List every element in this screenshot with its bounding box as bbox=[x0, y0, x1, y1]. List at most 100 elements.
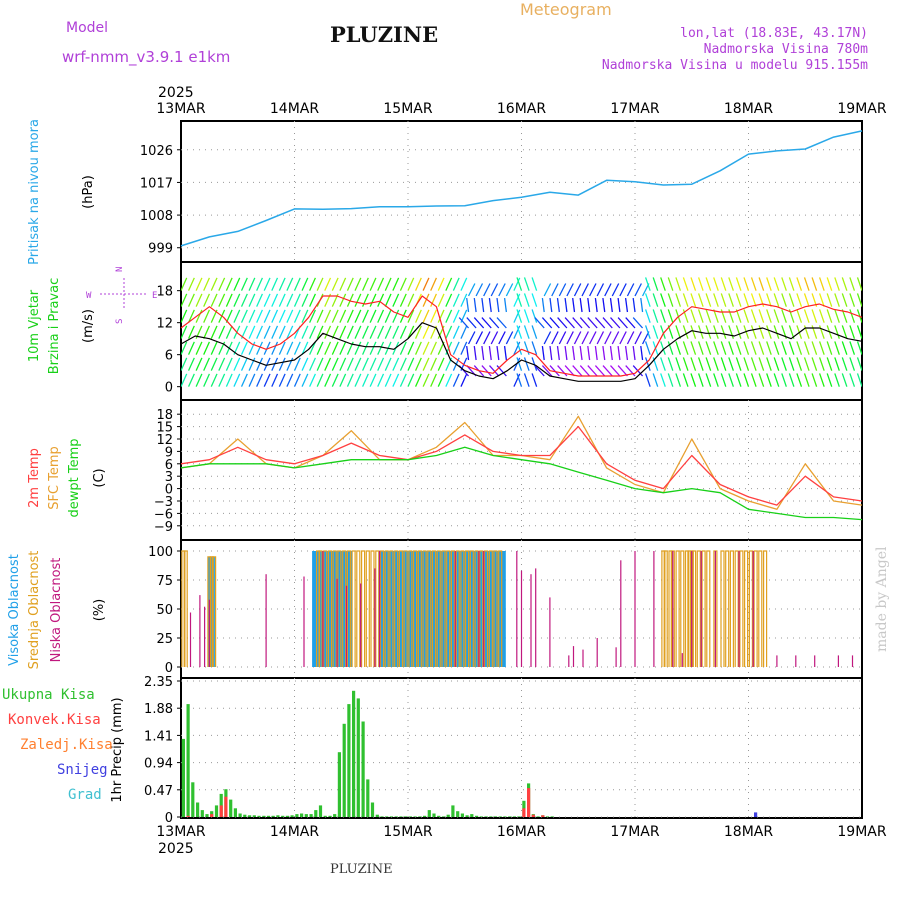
wind-barb bbox=[407, 277, 415, 291]
mid-cloud-bar bbox=[207, 556, 212, 667]
wind-barb bbox=[766, 277, 772, 291]
wind-ytick-label: 0 bbox=[165, 381, 173, 396]
wind-barb bbox=[611, 331, 620, 345]
time-tick-top-13MAR: 13MAR bbox=[156, 101, 205, 117]
wind-barb bbox=[705, 373, 712, 387]
temperature-ytick-label: 6 bbox=[165, 458, 173, 473]
wind-barb bbox=[705, 341, 712, 355]
high-cloud-bar bbox=[474, 551, 478, 667]
wind-barb bbox=[675, 277, 682, 291]
wind-barb bbox=[195, 373, 203, 387]
wind-barb bbox=[690, 325, 697, 339]
wind-barbs bbox=[181, 277, 862, 387]
wind-barb bbox=[856, 373, 862, 387]
wind-barb bbox=[503, 346, 508, 361]
wind-barb bbox=[667, 277, 674, 291]
wind-barb bbox=[551, 331, 559, 345]
mid-cloud-bar bbox=[365, 550, 370, 667]
model-label: Model bbox=[66, 20, 109, 36]
wind-barb bbox=[773, 309, 780, 323]
wind-barb bbox=[339, 341, 347, 355]
wind-barb bbox=[293, 293, 301, 307]
wind-barb bbox=[263, 277, 271, 291]
wind-barb bbox=[331, 373, 339, 387]
low-cloud-bar bbox=[265, 574, 267, 667]
wind-barb bbox=[713, 277, 719, 291]
wind-barb bbox=[660, 309, 666, 323]
wind-barb bbox=[233, 309, 241, 323]
wind-barb bbox=[788, 373, 795, 387]
high-cloud-bar bbox=[463, 551, 466, 667]
wind-barb bbox=[632, 298, 636, 313]
wind-barb bbox=[346, 325, 354, 339]
wind-barb bbox=[834, 325, 840, 339]
precip-conv-bar bbox=[527, 788, 531, 817]
wind-barb bbox=[682, 373, 689, 387]
wind-barb bbox=[210, 357, 218, 371]
wind-barb bbox=[743, 373, 750, 387]
wind-barb bbox=[195, 277, 203, 291]
wind-barb bbox=[271, 341, 279, 355]
compass-w: W bbox=[86, 291, 92, 301]
precip-total-bar bbox=[423, 815, 427, 817]
time-tick-bottom-13MAR: 13MAR bbox=[156, 824, 205, 840]
mid-cloud-bar bbox=[389, 550, 394, 667]
wind-barb bbox=[619, 331, 627, 345]
wind-barb bbox=[735, 293, 742, 307]
wind-barb bbox=[531, 277, 538, 291]
wind-barb bbox=[362, 293, 369, 307]
wind-barb bbox=[225, 277, 233, 291]
wind-barb bbox=[437, 373, 445, 387]
high-cloud-bar bbox=[489, 551, 493, 667]
wind-barb bbox=[187, 309, 195, 323]
wind-barb bbox=[362, 357, 369, 371]
wind-barb bbox=[728, 309, 734, 323]
wind-barb bbox=[414, 309, 422, 323]
wind-barb bbox=[225, 373, 233, 387]
precip-total-bar bbox=[214, 805, 219, 817]
wind-barb bbox=[271, 309, 279, 323]
precip-total-bar bbox=[285, 815, 289, 817]
wind-barb bbox=[596, 283, 605, 297]
precip-total-bar bbox=[323, 815, 327, 817]
wind-barb bbox=[513, 357, 521, 371]
wind-barb bbox=[818, 293, 825, 307]
low-cloud-bar bbox=[303, 576, 305, 667]
wind-barb bbox=[856, 293, 862, 307]
mid-cloud-bar bbox=[342, 550, 347, 667]
precipitation-frame bbox=[180, 677, 863, 819]
wind-barb bbox=[256, 293, 263, 307]
wind-barb bbox=[626, 283, 635, 297]
wind-barb bbox=[460, 373, 468, 387]
wind-ylabel: (m/s) bbox=[81, 309, 96, 343]
wind-barb bbox=[489, 317, 500, 329]
wind-barb bbox=[377, 373, 385, 387]
wind-barb bbox=[181, 325, 188, 339]
wind-barb bbox=[564, 298, 568, 313]
wind-barb bbox=[369, 373, 377, 387]
mid-cloud-bar bbox=[427, 550, 432, 667]
wind-barb bbox=[728, 373, 734, 387]
wind-barb bbox=[187, 341, 195, 355]
wind-barb bbox=[602, 346, 606, 361]
wind-barb bbox=[346, 309, 354, 323]
wind-barb bbox=[773, 357, 780, 371]
high-cloud-bar bbox=[480, 551, 484, 667]
wind-barb bbox=[617, 317, 628, 329]
precip-total-bar bbox=[243, 814, 247, 817]
precip-total-bar bbox=[314, 810, 318, 817]
precip-conv-bar bbox=[224, 796, 228, 817]
high-cloud-bar bbox=[433, 551, 436, 667]
wind-barb bbox=[513, 325, 521, 339]
wind-barb bbox=[445, 293, 453, 307]
wind-barb bbox=[316, 357, 324, 371]
wind-barb bbox=[181, 293, 188, 307]
wind-barb bbox=[445, 325, 453, 339]
wind-barb bbox=[743, 341, 750, 355]
low-cloud-bar bbox=[204, 606, 206, 667]
wind-barb bbox=[195, 309, 203, 323]
mid-cloud-bar bbox=[706, 550, 711, 667]
wind-barb bbox=[309, 309, 316, 323]
wind-barb bbox=[473, 298, 477, 313]
